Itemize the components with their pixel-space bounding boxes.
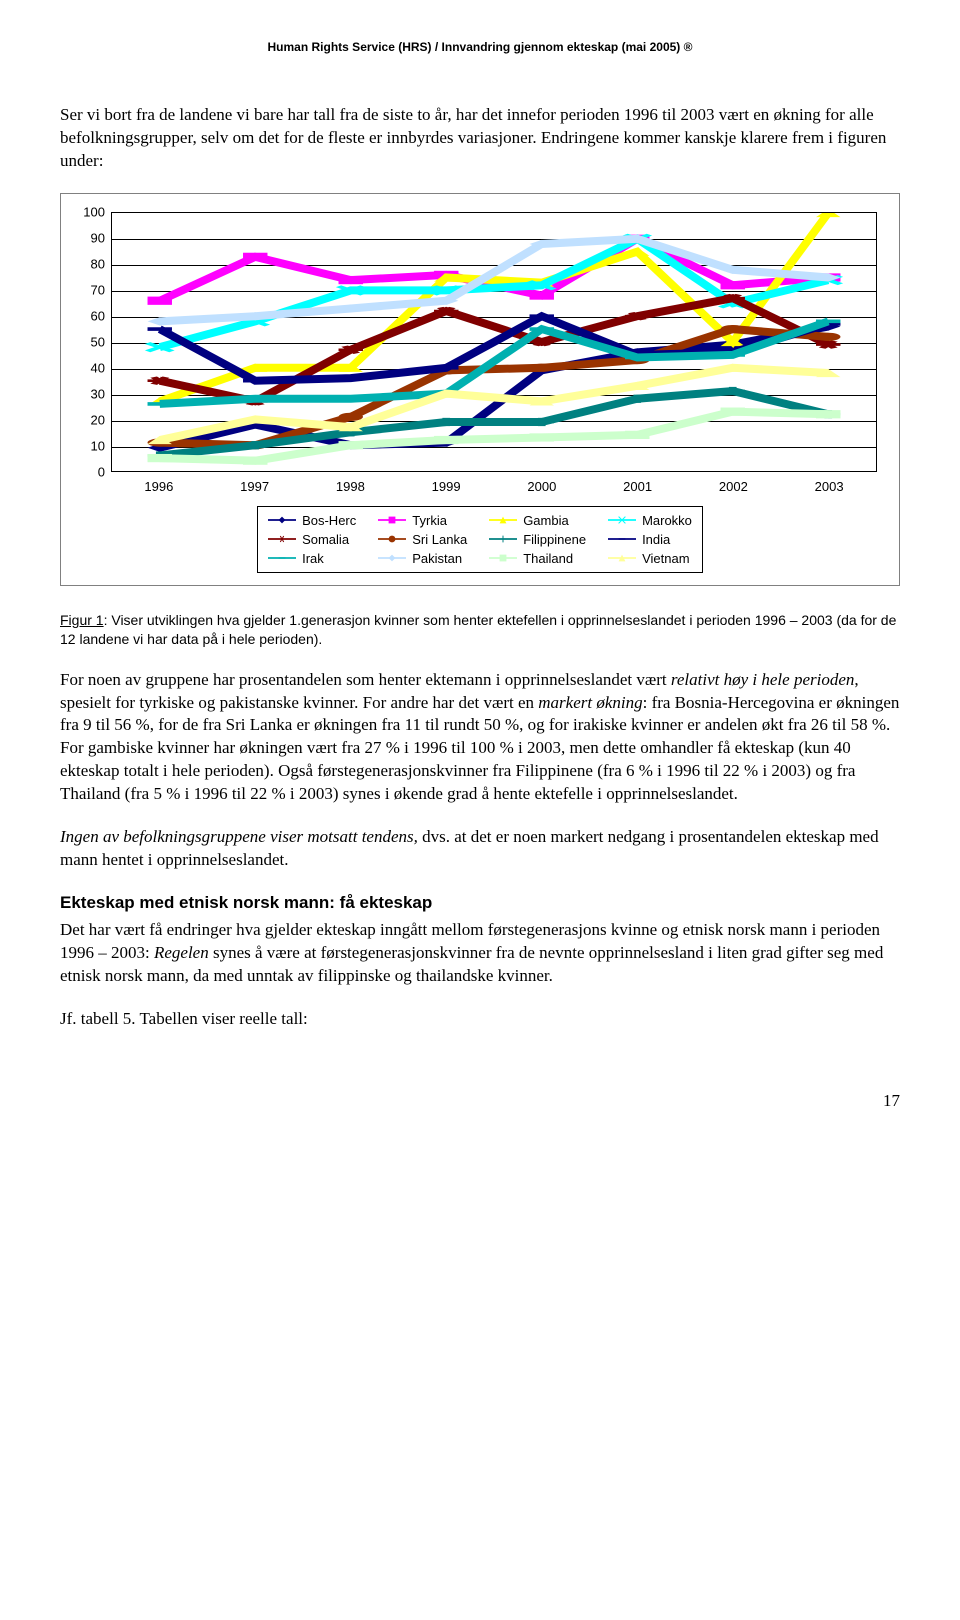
legend-item: Pakistan: [378, 551, 467, 566]
y-axis-label: 50: [77, 334, 105, 349]
figure-1-chart: 0 10 20 30 40 50 60 70 80 90 100 1996 1997 1998 1999 20…: [60, 193, 900, 586]
legend-label: Vietnam: [642, 551, 689, 566]
legend-label: Somalia: [302, 532, 349, 547]
x-axis-label: 2001: [623, 479, 652, 494]
x-axis-label: 2003: [815, 479, 844, 494]
analysis-paragraph-2: Ingen av befolkningsgruppene viser motsa…: [60, 826, 900, 872]
legend-item: Irak: [268, 551, 356, 566]
x-axis-label: 1996: [144, 479, 173, 494]
y-axis-label: 100: [77, 204, 105, 219]
table-intro: Jf. tabell 5. Tabellen viser reelle tall…: [60, 1008, 900, 1031]
y-axis-label: 60: [77, 308, 105, 323]
page-header: Human Rights Service (HRS) / Innvandring…: [60, 40, 900, 54]
x-axis-label: 2000: [527, 479, 556, 494]
y-axis-label: 0: [77, 464, 105, 479]
chart-legend: Bos-Herc Tyrkia Gambia Marokko Somalia Sri La…: [257, 506, 703, 573]
intro-paragraph: Ser vi bort fra de landene vi bare har t…: [60, 104, 900, 173]
y-axis-label: 40: [77, 360, 105, 375]
y-axis-label: 30: [77, 386, 105, 401]
analysis-paragraph-1: For noen av gruppene har prosentandelen …: [60, 669, 900, 807]
y-axis-label: 90: [77, 230, 105, 245]
y-axis-label: 80: [77, 256, 105, 271]
legend-label: Pakistan: [412, 551, 462, 566]
legend-item: Filippinene: [489, 532, 586, 547]
y-axis-label: 10: [77, 438, 105, 453]
legend-item: Tyrkia: [378, 513, 467, 528]
legend-label: Sri Lanka: [412, 532, 467, 547]
legend-item: Vietnam: [608, 551, 692, 566]
legend-label: Gambia: [523, 513, 569, 528]
x-axis-label: 1999: [432, 479, 461, 494]
legend-label: Thailand: [523, 551, 573, 566]
legend-item: Bos-Herc: [268, 513, 356, 528]
section-paragraph: Det har vært få endringer hva gjelder ek…: [60, 919, 900, 988]
y-axis-label: 70: [77, 282, 105, 297]
chart-plot-area: 0102030405060708090100199619971998199920…: [111, 212, 877, 492]
figure-label: Figur 1: [60, 612, 104, 628]
legend-label: India: [642, 532, 670, 547]
legend-item: Marokko: [608, 513, 692, 528]
legend-item: Sri Lanka: [378, 532, 467, 547]
section-heading: Ekteskap med etnisk norsk mann: få ektes…: [60, 892, 900, 915]
legend-label: Tyrkia: [412, 513, 447, 528]
legend-item: Thailand: [489, 551, 586, 566]
legend-item: India: [608, 532, 692, 547]
legend-item: Somalia: [268, 532, 356, 547]
legend-item: Gambia: [489, 513, 586, 528]
legend-label: Filippinene: [523, 532, 586, 547]
chart-container: 0 10 20 30 40 50 60 70 80 90 100 1996 1997 1998 1999 20…: [60, 193, 900, 586]
x-axis-label: 1997: [240, 479, 269, 494]
y-axis-label: 20: [77, 412, 105, 427]
page-number: 17: [60, 1091, 900, 1111]
legend-label: Irak: [302, 551, 324, 566]
x-axis-label: 2002: [719, 479, 748, 494]
legend-label: Marokko: [642, 513, 692, 528]
x-axis-label: 1998: [336, 479, 365, 494]
legend-label: Bos-Herc: [302, 513, 356, 528]
figure-caption: Figur 1: Viser utviklingen hva gjelder 1…: [60, 611, 900, 649]
